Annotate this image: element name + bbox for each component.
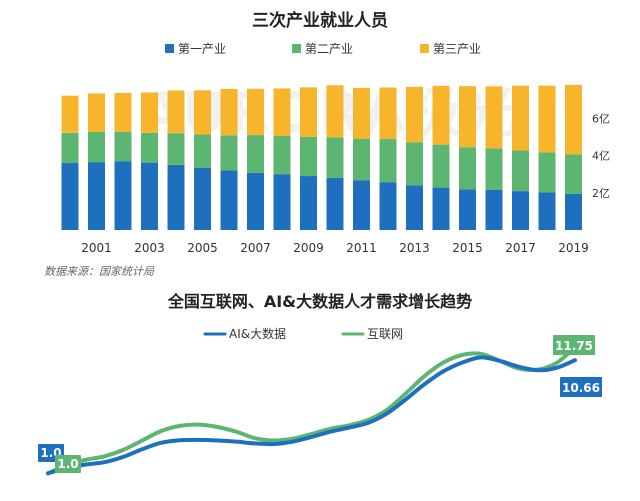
x-tick-label-2017: 2017 (505, 241, 536, 255)
bar-2017-series-3 (512, 85, 529, 151)
bar-2014-series-3 (432, 85, 450, 145)
y-tick-label-2: 2亿 (592, 187, 610, 200)
bar-2005-series-2 (194, 134, 211, 168)
x-tick-label-2011: 2011 (346, 241, 377, 255)
bar-2001-series-1 (88, 162, 105, 230)
legend-label-2: 第二产业 (305, 42, 353, 56)
y-tick-label-6: 6亿 (592, 112, 610, 125)
bar-2013-series-1 (406, 185, 423, 230)
legend-label-2: 互联网 (367, 327, 403, 341)
x-tick-label-2007: 2007 (240, 241, 271, 255)
bar-2003-series-3 (141, 92, 158, 133)
bar-2004-series-2 (167, 133, 185, 165)
value-label-box-3 (560, 377, 602, 397)
bar-2012-series-3 (379, 87, 397, 140)
bar-2012-series-2 (379, 139, 397, 183)
bar-2019-series-1 (565, 193, 582, 230)
y-tick-label-4: 4亿 (592, 150, 610, 163)
bar-2002-series-2 (114, 131, 132, 162)
bar-2003-series-2 (141, 132, 158, 163)
value-label-4: 11.75 (555, 339, 593, 353)
bar-2018-series-1 (538, 192, 556, 230)
chart-title: 三次产业就业人员 (252, 10, 388, 31)
bar-2011-series-1 (353, 180, 370, 230)
bar-2013-series-3 (406, 86, 423, 143)
value-label-box-2 (55, 455, 81, 473)
bar-2010-series-2 (326, 137, 344, 178)
legend-swatch-3 (420, 44, 429, 53)
bar-2012-series-1 (379, 182, 397, 230)
x-tick-label-2009: 2009 (293, 241, 324, 255)
x-tick-label-2019: 2019 (558, 241, 589, 255)
bar-2009-series-3 (300, 87, 317, 137)
bar-2016-series-2 (485, 148, 503, 190)
x-tick-label-2013: 2013 (399, 241, 430, 255)
bar-2000-series-1 (61, 163, 79, 230)
bar-2001-series-3 (88, 93, 105, 132)
bar-2009-series-1 (300, 176, 317, 230)
legend-swatch-1 (165, 44, 174, 53)
bar-2009-series-2 (300, 136, 317, 177)
legend-label-3: 第三产业 (433, 42, 481, 56)
bar-2006-series-3 (220, 88, 238, 136)
bar-2007-series-3 (247, 88, 264, 136)
bar-2005-series-3 (194, 90, 211, 135)
bar-2019-series-2 (565, 154, 582, 194)
bar-2006-series-1 (220, 170, 238, 230)
bar-2016-series-3 (485, 86, 503, 149)
bar-2014-series-1 (432, 187, 450, 230)
bar-2007-series-2 (247, 135, 264, 173)
bar-2015-series-1 (459, 189, 476, 230)
bar-2002-series-1 (114, 161, 132, 230)
bar-2015-series-3 (459, 86, 476, 148)
bar-2005-series-1 (194, 167, 211, 230)
bar-2011-series-3 (353, 87, 370, 139)
bar-2000-series-2 (61, 132, 79, 164)
legend-label-1: AI&大数据 (229, 326, 286, 341)
bar-2006-series-2 (220, 135, 238, 171)
bar-2018-series-3 (538, 85, 556, 153)
value-label-box-4 (553, 335, 595, 355)
x-tick-label-2005: 2005 (187, 241, 218, 255)
bar-2014-series-2 (432, 144, 450, 188)
bar-2016-series-1 (485, 190, 503, 230)
bar-2003-series-1 (141, 162, 158, 230)
x-tick-label-2015: 2015 (452, 241, 483, 255)
bar-2017-series-2 (512, 150, 529, 192)
legend-swatch-2 (292, 44, 301, 53)
bar-2008-series-2 (273, 136, 291, 175)
bar-2002-series-3 (114, 92, 132, 132)
data-source-note: 数据来源：国家统计局 (44, 265, 154, 278)
bar-2011-series-2 (353, 138, 370, 181)
bar-2004-series-3 (167, 90, 185, 134)
line-series-2 (46, 345, 577, 476)
x-tick-label-2003: 2003 (134, 241, 165, 255)
bar-2001-series-2 (88, 131, 105, 163)
bar-2008-series-1 (273, 174, 291, 230)
bar-2010-series-3 (326, 85, 344, 138)
bar-2000-series-3 (61, 95, 79, 133)
line-series-1 (46, 355, 577, 476)
bar-2007-series-1 (247, 172, 264, 230)
chart-title: 全国互联网、AI&大数据人才需求增长趋势 (167, 292, 472, 311)
bar-2015-series-2 (459, 147, 476, 190)
value-label-3: 10.66 (562, 381, 600, 395)
value-label-2: 1.0 (57, 457, 78, 471)
bar-2008-series-3 (273, 88, 291, 137)
bar-2013-series-2 (406, 142, 423, 186)
legend-label-1: 第一产业 (178, 42, 226, 56)
bar-2004-series-1 (167, 164, 185, 230)
bar-2010-series-1 (326, 177, 344, 230)
bar-2017-series-1 (512, 191, 529, 230)
bar-2018-series-2 (538, 152, 556, 193)
bar-2019-series-3 (565, 84, 582, 155)
x-tick-label-2001: 2001 (81, 241, 112, 255)
